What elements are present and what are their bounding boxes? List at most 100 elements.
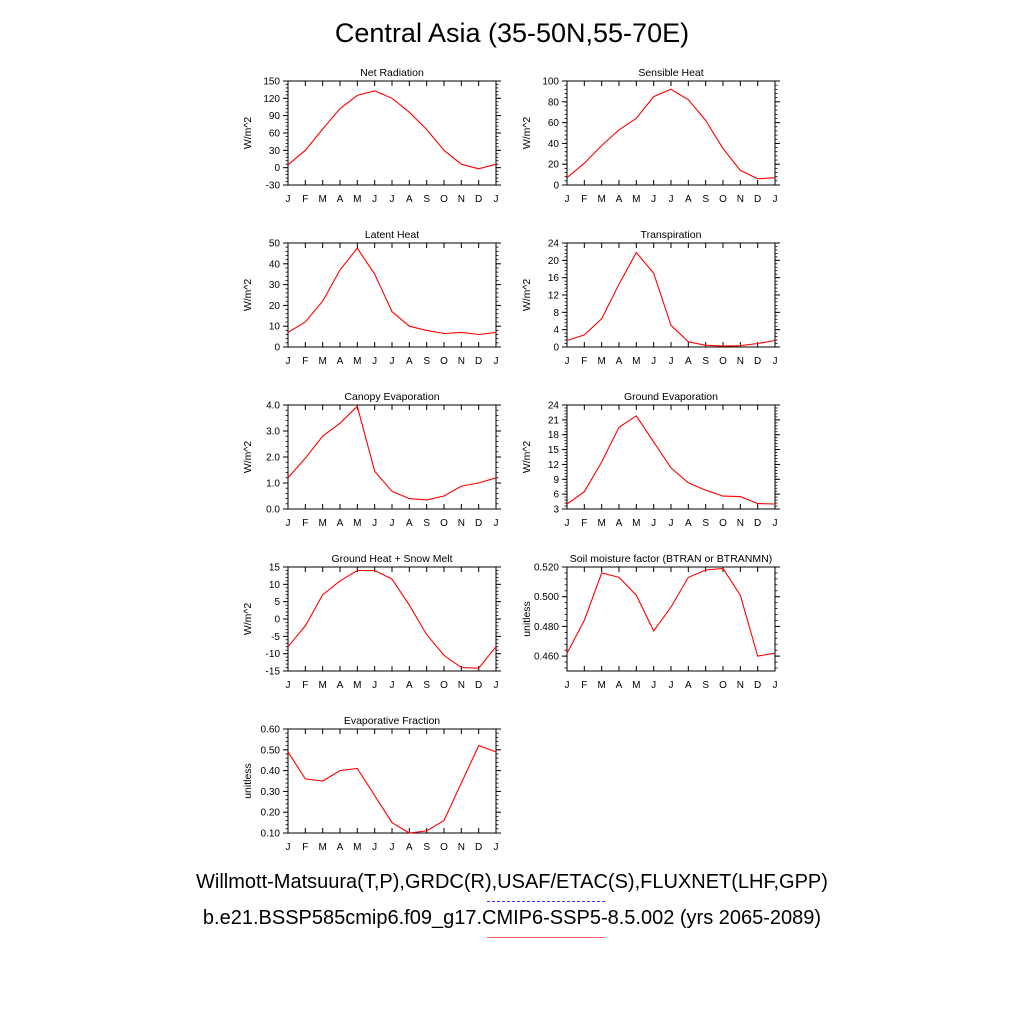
series-line: [287, 569, 497, 669]
y-tick-label: 5: [274, 597, 280, 608]
y-tick-label: 9: [553, 475, 559, 486]
x-tick-label: J: [390, 518, 395, 529]
x-tick-label: J: [286, 194, 291, 205]
x-tick-label: F: [302, 680, 308, 691]
x-tick-label: J: [286, 518, 291, 529]
x-tick-label: S: [423, 194, 430, 205]
series-line: [566, 567, 776, 657]
x-tick-label: A: [337, 194, 344, 205]
x-tick-label: A: [685, 518, 692, 529]
plot-frame: [566, 80, 776, 186]
y-tick-label: 16: [548, 273, 560, 284]
x-tick-label: M: [632, 194, 640, 205]
x-tick-label: O: [440, 194, 448, 205]
x-tick-label: A: [616, 356, 623, 367]
y-tick-label: 18: [548, 430, 560, 441]
x-tick-label: M: [318, 356, 326, 367]
y-tick-label: 10: [269, 322, 281, 333]
x-tick-label: J: [494, 842, 499, 853]
x-tick-label: M: [318, 680, 326, 691]
x-tick-label: J: [773, 518, 778, 529]
y-tick-label: 0.480: [534, 622, 559, 633]
series-line: [566, 415, 776, 505]
chart-panel: Soil moisture factor (BTRAN or BTRANMN) u…: [521, 553, 780, 691]
series-line: [287, 90, 497, 170]
y-tick-label: -15: [266, 667, 281, 678]
x-tick-label: J: [565, 356, 570, 367]
x-tick-label: F: [581, 680, 587, 691]
panel-title: Net Radiation: [360, 67, 424, 79]
y-tick-label: 0: [553, 181, 559, 192]
x-tick-label: F: [581, 518, 587, 529]
x-tick-label: J: [773, 194, 778, 205]
y-tick-label: 60: [269, 129, 281, 140]
x-tick-label: D: [754, 680, 761, 691]
x-tick-label: J: [773, 680, 778, 691]
x-tick-label: J: [651, 680, 656, 691]
x-tick-label: A: [406, 518, 413, 529]
y-tick-label: 40: [269, 259, 281, 270]
x-tick-label: A: [616, 680, 623, 691]
y-tick-label: 80: [548, 97, 560, 108]
x-tick-label: M: [353, 356, 361, 367]
x-tick-label: D: [754, 194, 761, 205]
x-tick-label: A: [406, 356, 413, 367]
x-tick-label: J: [286, 680, 291, 691]
x-tick-label: S: [702, 356, 709, 367]
x-tick-label: N: [737, 194, 744, 205]
x-tick-label: J: [286, 356, 291, 367]
y-tick-label: 0: [274, 343, 280, 354]
plot-frame: [566, 242, 776, 348]
x-tick-label: S: [702, 518, 709, 529]
x-tick-label: J: [494, 356, 499, 367]
x-tick-label: N: [737, 356, 744, 367]
y-tick-label: 100: [542, 77, 559, 88]
x-tick-label: S: [423, 842, 430, 853]
x-tick-label: S: [423, 356, 430, 367]
y-tick-label: 4: [553, 325, 559, 336]
x-tick-label: J: [390, 842, 395, 853]
x-tick-label: A: [406, 680, 413, 691]
y-tick-label: 12: [548, 460, 560, 471]
y-tick-label: 50: [269, 239, 281, 250]
y-tick-label: -5: [271, 632, 280, 643]
x-tick-label: J: [669, 194, 674, 205]
x-tick-label: M: [597, 356, 605, 367]
x-tick-label: J: [494, 680, 499, 691]
y-tick-label: 150: [263, 77, 280, 88]
x-tick-label: N: [458, 680, 465, 691]
y-tick-label: 30: [269, 146, 281, 157]
y-tick-label: 1.0: [266, 479, 280, 490]
x-tick-label: J: [372, 356, 377, 367]
x-tick-label: D: [754, 518, 761, 529]
x-tick-label: M: [632, 356, 640, 367]
x-tick-label: A: [616, 194, 623, 205]
y-tick-label: 3.0: [266, 427, 280, 438]
y-axis-label: W/m^2: [521, 279, 533, 312]
y-tick-label: -30: [266, 181, 281, 192]
y-tick-label: 15: [269, 563, 281, 574]
y-tick-label: 0.460: [534, 652, 559, 663]
y-tick-label: 3: [553, 505, 559, 516]
x-tick-label: M: [318, 194, 326, 205]
y-axis-label: W/m^2: [242, 117, 254, 150]
x-tick-label: J: [372, 842, 377, 853]
x-tick-label: N: [737, 680, 744, 691]
x-tick-label: D: [475, 194, 482, 205]
x-tick-label: M: [597, 194, 605, 205]
panel-title: Sensible Heat: [638, 67, 703, 79]
x-tick-label: J: [372, 680, 377, 691]
y-tick-label: 30: [269, 280, 281, 291]
x-tick-label: J: [494, 518, 499, 529]
y-axis-label: W/m^2: [242, 441, 254, 474]
x-tick-label: M: [597, 680, 605, 691]
y-axis-label: unitless: [521, 601, 533, 637]
y-tick-label: 4.0: [266, 401, 280, 412]
x-tick-label: M: [318, 842, 326, 853]
y-tick-label: 6: [553, 490, 559, 501]
x-tick-label: F: [302, 842, 308, 853]
panel-title: Transpiration: [641, 229, 702, 241]
y-axis-label: unitless: [242, 763, 254, 799]
x-tick-label: J: [286, 842, 291, 853]
